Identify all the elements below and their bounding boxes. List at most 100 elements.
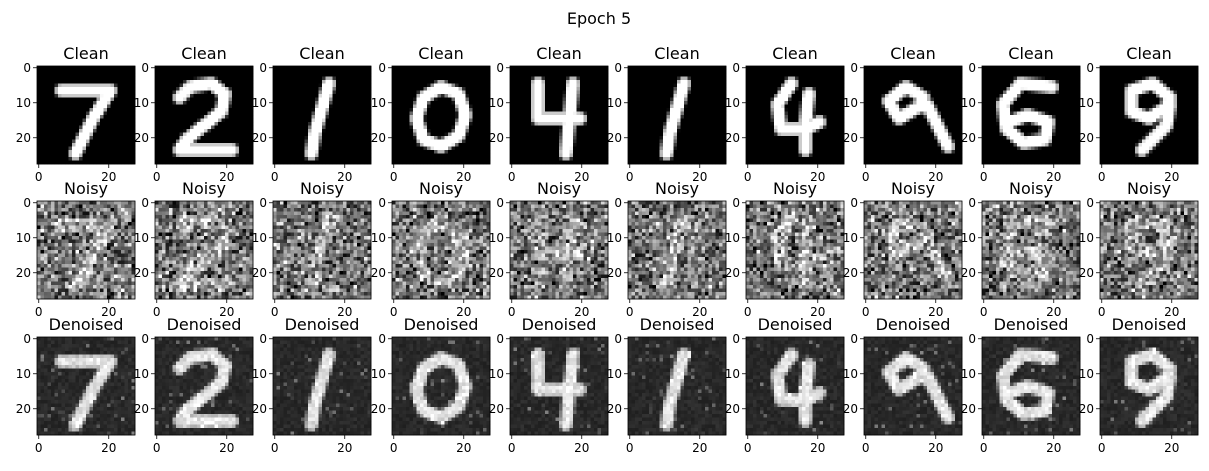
axes-frame (981, 65, 1081, 165)
y-tick-label: 20 (489, 402, 504, 416)
panel-title-clean: Clean (654, 44, 699, 63)
digit-image (392, 66, 491, 165)
axes-frame (627, 200, 727, 300)
digit-image (1100, 201, 1199, 300)
panel-title-noisy: Noisy (1127, 179, 1171, 198)
x-tick-label: 0 (271, 305, 279, 319)
panel-clean-8: Clean 0 10 20 0 20 (843, 44, 963, 184)
panel-title-clean: Clean (1126, 44, 1171, 63)
axes-frame (981, 336, 1081, 436)
panel-title-denoised: Denoised (640, 315, 715, 334)
panel-title-noisy: Noisy (64, 179, 108, 198)
y-tick-label: 0 (1086, 332, 1094, 346)
x-tick-label: 0 (35, 170, 43, 184)
panel-title-clean: Clean (299, 44, 344, 63)
y-tick-label: 0 (378, 332, 386, 346)
axes-frame (272, 65, 372, 165)
panel-title-noisy: Noisy (655, 179, 699, 198)
panel-title-denoised: Denoised (758, 315, 833, 334)
x-tick-label: 0 (626, 441, 634, 455)
digit-image (510, 201, 609, 300)
x-tick-label: 0 (508, 170, 516, 184)
y-tick-label: 0 (23, 196, 31, 210)
digit-image (392, 337, 491, 436)
axes-frame (863, 200, 963, 300)
digit-image (392, 201, 491, 300)
digit-image (273, 201, 372, 300)
y-tick-label: 20 (961, 266, 976, 280)
x-tick-label: 20 (456, 441, 471, 455)
panel-denoised-1: Denoised 0 10 20 0 20 (16, 315, 136, 455)
y-tick-label: 10 (252, 96, 267, 110)
digit-image (273, 337, 372, 436)
axes-frame (391, 200, 491, 300)
y-tick-label: 0 (732, 196, 740, 210)
x-tick-label: 20 (810, 441, 825, 455)
y-tick-label: 20 (16, 402, 31, 416)
axes-frame (154, 65, 254, 165)
panel-clean-7: Clean 0 10 20 0 20 (725, 44, 845, 184)
y-tick-label: 20 (489, 131, 504, 145)
panel-title-denoised: Denoised (285, 315, 360, 334)
x-tick-label: 20 (219, 441, 234, 455)
y-tick-label: 0 (141, 196, 149, 210)
panel-title-noisy: Noisy (1009, 179, 1053, 198)
axes-frame (36, 336, 136, 436)
panel-noisy-6: Noisy 0 10 20 0 20 (607, 179, 727, 319)
panel-title-noisy: Noisy (419, 179, 463, 198)
x-tick-label: 20 (574, 441, 589, 455)
y-tick-label: 10 (371, 96, 386, 110)
panel-noisy-2: Noisy 0 10 20 0 20 (134, 179, 254, 319)
x-tick-label: 20 (928, 305, 943, 319)
y-tick-label: 0 (968, 332, 976, 346)
x-tick-label: 20 (101, 441, 116, 455)
x-tick-label: 20 (928, 170, 943, 184)
axes-frame (745, 65, 845, 165)
digit-image (37, 201, 136, 300)
panel-clean-6: Clean 0 10 20 0 20 (607, 44, 727, 184)
digit-image (510, 66, 609, 165)
panel-title-denoised: Denoised (404, 315, 479, 334)
digit-image (628, 201, 727, 300)
panel-title-clean: Clean (63, 44, 108, 63)
y-tick-label: 20 (134, 402, 149, 416)
y-tick-label: 20 (489, 266, 504, 280)
x-tick-label: 0 (153, 441, 161, 455)
panel-denoised-9: Denoised 0 10 20 0 20 (961, 315, 1081, 455)
digit-image (510, 337, 609, 436)
x-tick-label: 0 (744, 441, 752, 455)
x-tick-label: 20 (337, 170, 352, 184)
axes-frame (627, 336, 727, 436)
digit-image (37, 337, 136, 436)
y-tick-label: 10 (607, 231, 622, 245)
y-tick-label: 0 (614, 332, 622, 346)
y-tick-label: 10 (134, 367, 149, 381)
panel-title-denoised: Denoised (994, 315, 1069, 334)
figure-suptitle: Epoch 5 (567, 9, 631, 28)
panel-clean-3: Clean 0 10 20 0 20 (252, 44, 372, 184)
x-tick-label: 0 (744, 170, 752, 184)
digit-image (628, 337, 727, 436)
y-tick-label: 10 (371, 367, 386, 381)
digit-image (746, 66, 845, 165)
y-tick-label: 0 (850, 196, 858, 210)
y-tick-label: 20 (252, 266, 267, 280)
x-tick-label: 0 (862, 170, 870, 184)
y-tick-label: 20 (1079, 266, 1094, 280)
panel-noisy-9: Noisy 0 10 20 0 20 (961, 179, 1081, 319)
panel-title-clean: Clean (772, 44, 817, 63)
panel-title-noisy: Noisy (182, 179, 226, 198)
axes-frame (863, 65, 963, 165)
y-tick-label: 10 (843, 231, 858, 245)
x-tick-label: 20 (456, 170, 471, 184)
panel-clean-9: Clean 0 10 20 0 20 (961, 44, 1081, 184)
axes-frame (154, 336, 254, 436)
panel-title-clean: Clean (418, 44, 463, 63)
x-tick-label: 20 (219, 170, 234, 184)
y-tick-label: 0 (614, 196, 622, 210)
panel-noisy-10: Noisy 0 10 20 0 20 (1079, 179, 1199, 319)
panel-noisy-7: Noisy 0 10 20 0 20 (725, 179, 845, 319)
panel-clean-10: Clean 0 10 20 0 20 (1079, 44, 1199, 184)
y-tick-label: 0 (141, 332, 149, 346)
y-tick-label: 20 (725, 131, 740, 145)
